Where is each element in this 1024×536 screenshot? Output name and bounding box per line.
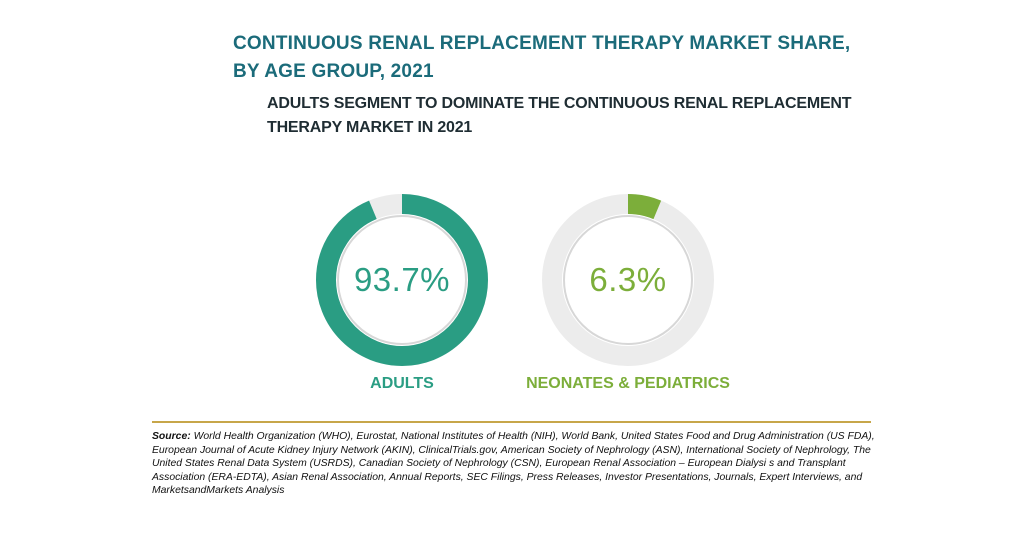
neonates-donut-inner-ring bbox=[563, 215, 693, 345]
adults-donut: 93.7% bbox=[314, 192, 490, 368]
neonates-value-label: 6.3% bbox=[589, 261, 667, 298]
source-text: World Health Organization (WHO), Eurosta… bbox=[152, 431, 875, 496]
neonates-category-label: NEONATES & PEDIATRICS bbox=[526, 375, 730, 392]
neonates-donut: 6.3% bbox=[540, 192, 716, 368]
adults-donut-arc bbox=[316, 194, 488, 366]
chart-subtitle: ADULTS SEGMENT TO DOMINATE THE CONTINUOU… bbox=[267, 92, 867, 140]
neonates-donut-arc bbox=[542, 194, 714, 366]
source-note: Source: World Health Organization (WHO),… bbox=[152, 430, 882, 498]
source-label: Source: bbox=[152, 431, 191, 442]
chart-subtitle-line-2: THERAPY MARKET IN 2021 bbox=[267, 119, 473, 136]
adults-donut-inner-ring bbox=[337, 215, 467, 345]
chart-title-line-2: BY AGE GROUP, 2021 bbox=[233, 61, 434, 82]
adults-donut-svg bbox=[316, 194, 488, 366]
chart-title-line-1: CONTINUOUS RENAL REPLACEMENT THERAPY MAR… bbox=[233, 33, 851, 54]
chart-title: CONTINUOUS RENAL REPLACEMENT THERAPY MAR… bbox=[233, 30, 873, 86]
chart-subtitle-line-1: ADULTS SEGMENT TO DOMINATE THE CONTINUOU… bbox=[267, 95, 852, 112]
footer-divider bbox=[152, 421, 871, 423]
adults-value-label: 93.7% bbox=[353, 261, 451, 298]
neonates-donut-svg bbox=[542, 194, 714, 366]
adults-category-label: ADULTS bbox=[370, 375, 434, 392]
